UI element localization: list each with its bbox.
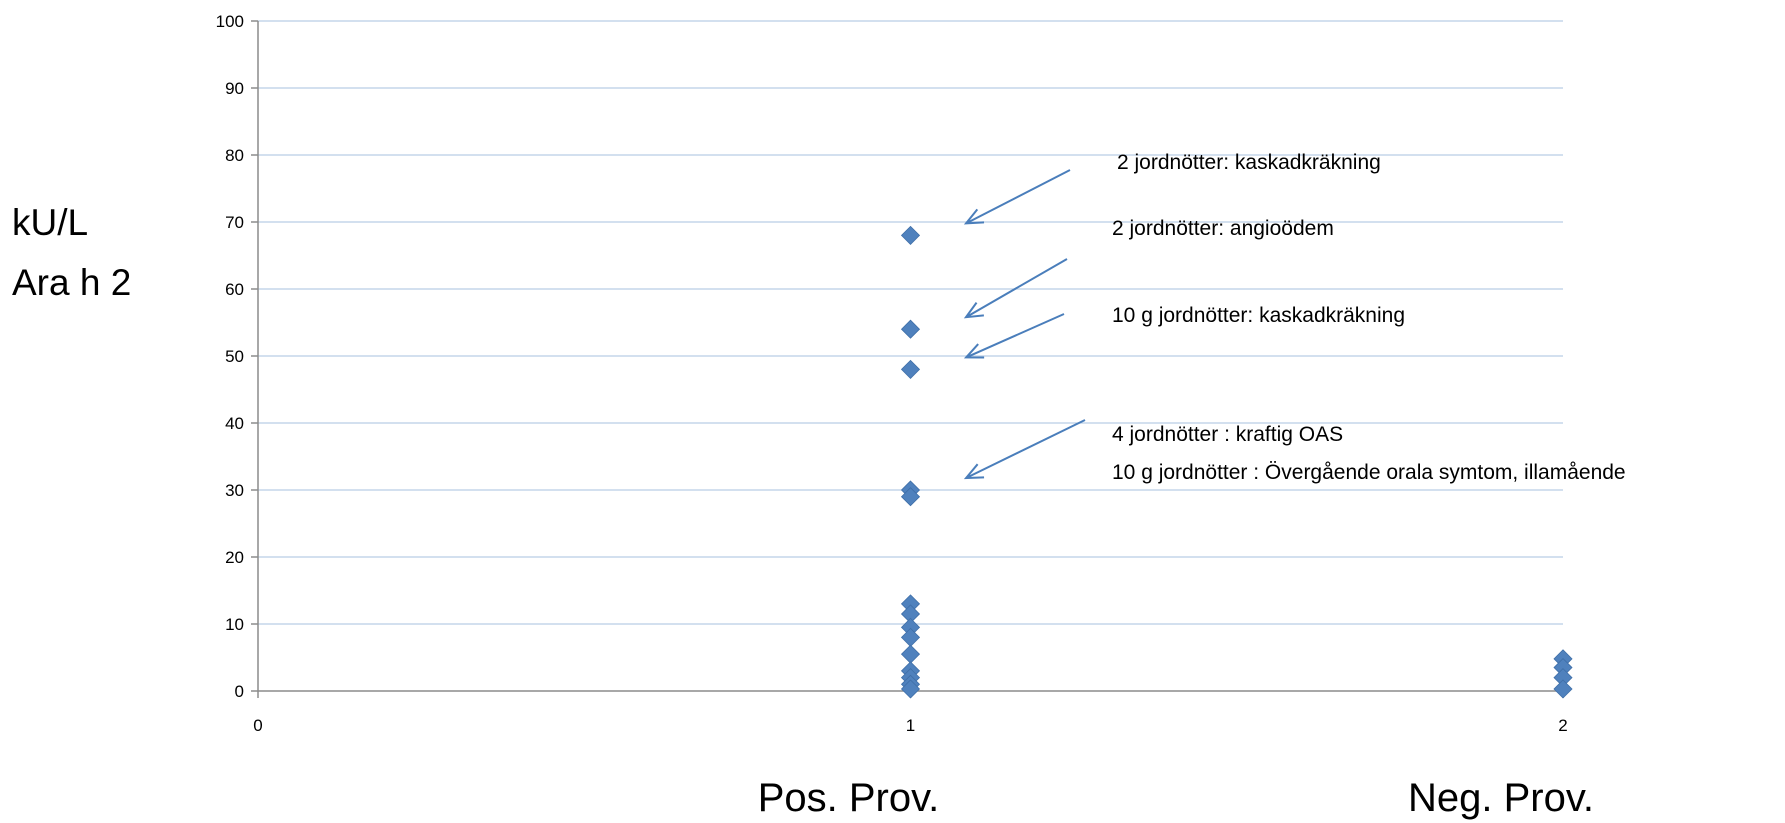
data-point — [900, 359, 921, 379]
annotation-arrow — [963, 258, 1068, 319]
x-tick-label: 1 — [906, 716, 915, 735]
y-tick-label: 30 — [225, 481, 244, 500]
annotation-arrows — [963, 169, 1086, 480]
annotation-arrow — [963, 419, 1086, 480]
y-tick-label: 100 — [216, 12, 244, 31]
x-tick-label: 0 — [253, 716, 262, 735]
y-tick-label: 70 — [225, 213, 244, 232]
axes — [251, 20, 1564, 698]
gridlines — [258, 20, 1563, 625]
y-axis-label-line: kU/L — [12, 202, 88, 243]
y-axis-label: kU/L Ara h 2 — [12, 202, 131, 303]
data-point — [900, 487, 921, 507]
y-tick-label: 60 — [225, 280, 244, 299]
annotation-text: 2 jordnötter: kaskadkräkning — [1117, 151, 1381, 174]
x-tick-label: 2 — [1558, 716, 1567, 735]
y-tick-label: 50 — [225, 347, 244, 366]
category-label: Pos. Prov. — [758, 776, 940, 820]
data-point — [900, 319, 921, 339]
category-labels: Pos. Prov. Neg. Prov. — [758, 776, 1594, 820]
tick-labels: 0 10 20 30 40 50 60 70 80 90 100 0 1 2 — [216, 12, 1568, 735]
y-tick-label: 40 — [225, 414, 244, 433]
y-tick-label: 90 — [225, 79, 244, 98]
annotation-arrow — [963, 313, 1065, 359]
y-tick-label: 20 — [225, 548, 244, 567]
data-point — [1553, 679, 1573, 699]
data-points — [900, 225, 1573, 699]
data-point — [900, 679, 921, 699]
data-point — [900, 225, 921, 245]
annotation-arrow — [963, 169, 1071, 225]
annotation-text: 4 jordnötter : kraftig OAS — [1112, 423, 1343, 446]
annotation-texts: 2 jordnötter: kaskadkräkning 2 jordnötter… — [1112, 151, 1626, 484]
y-tick-label: 0 — [235, 682, 244, 701]
y-tick-label: 10 — [225, 615, 244, 634]
y-tick-label: 80 — [225, 146, 244, 165]
category-label: Neg. Prov. — [1408, 776, 1594, 820]
data-point — [900, 644, 921, 664]
annotation-text: 2 jordnötter: angioödem — [1112, 217, 1334, 240]
annotation-text: 10 g jordnötter : Övergående orala symto… — [1112, 461, 1626, 484]
y-axis-label-line: Ara h 2 — [12, 262, 131, 303]
data-point — [900, 627, 921, 647]
annotation-text: 10 g jordnötter: kaskadkräkning — [1112, 304, 1405, 327]
